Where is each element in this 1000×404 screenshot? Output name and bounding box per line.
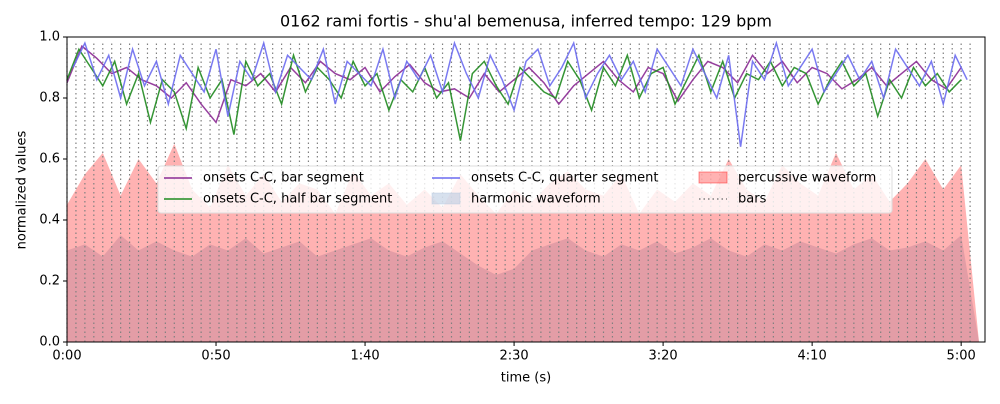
legend-box bbox=[157, 165, 893, 214]
plot-frame bbox=[66, 36, 986, 343]
y-tick-label: 0.2 bbox=[39, 274, 60, 289]
area bbox=[67, 235, 980, 342]
legend-swatch bbox=[698, 171, 728, 184]
x-tick-label: 2:30 bbox=[499, 349, 528, 364]
legend-label: onsets C-C, quarter segment bbox=[471, 171, 658, 186]
legend-label: onsets C-C, half bar segment bbox=[203, 192, 392, 207]
legend-label: onsets C-C, bar segment bbox=[203, 171, 364, 186]
y-tick-label: 0.6 bbox=[39, 152, 60, 167]
x-tick-label: 3:20 bbox=[649, 349, 678, 364]
y-tick-label: 0.8 bbox=[39, 91, 60, 106]
y-tick-label: 0.4 bbox=[39, 213, 60, 228]
line bbox=[66, 47, 962, 141]
line bbox=[72, 40, 968, 147]
legend-label: percussive waveform bbox=[738, 171, 876, 186]
x-tick-label: 4:10 bbox=[798, 349, 827, 364]
legend: onsets C-C, bar segment onsets C-C, half … bbox=[157, 165, 893, 214]
x-tick-label: 5:00 bbox=[947, 349, 976, 364]
line bbox=[66, 44, 962, 124]
x-tick-label: 0:50 bbox=[201, 349, 230, 364]
chart-title: 0162 rami fortis - shu'al bemenusa, infe… bbox=[280, 12, 772, 31]
legend-label: harmonic waveform bbox=[471, 192, 601, 207]
x-tick-label: 1:40 bbox=[350, 349, 379, 364]
legend-label: bars bbox=[738, 192, 767, 207]
legend-swatch bbox=[431, 192, 461, 205]
y-axis-label: normalized values bbox=[15, 130, 30, 249]
y-tick-label: 1.0 bbox=[39, 30, 60, 45]
x-tick-label: 0:00 bbox=[52, 349, 81, 364]
x-axis-label: time (s) bbox=[501, 371, 551, 386]
y-tick-label: 0.0 bbox=[39, 335, 60, 350]
